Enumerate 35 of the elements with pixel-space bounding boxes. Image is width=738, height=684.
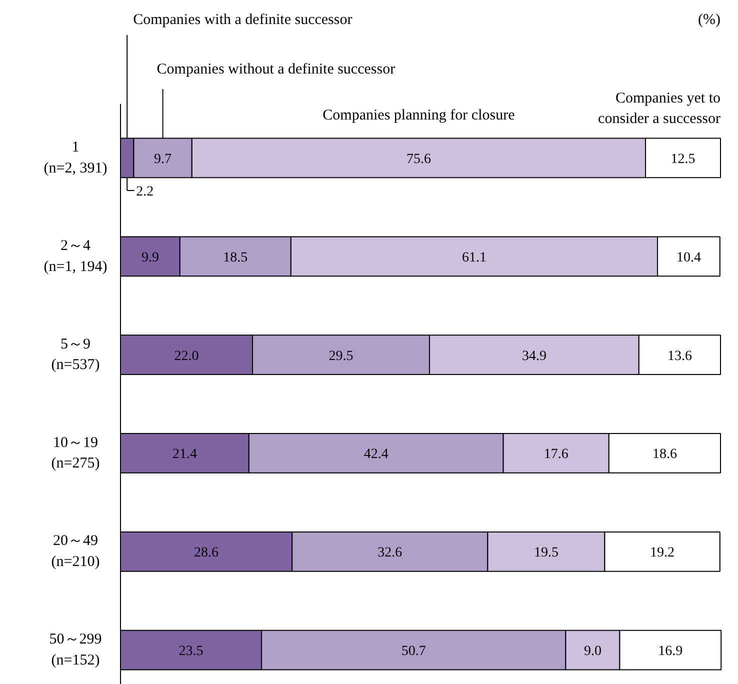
data-label: 19.5 — [534, 546, 558, 561]
data-label: 18.6 — [652, 447, 677, 462]
y-tick-label: 2～4 (n=1, 194) — [44, 238, 108, 275]
data-label: 16.9 — [658, 644, 683, 660]
data-label: 18.5 — [223, 250, 248, 266]
data-label: 12.5 — [670, 152, 696, 167]
data-label: 9.0 — [584, 644, 602, 660]
y-tick-label: 20～49 (n=210) — [51, 533, 100, 570]
data-label: 61.1 — [462, 250, 486, 266]
data-label: 19.2 — [650, 546, 675, 561]
data-label: 21.4 — [172, 447, 197, 462]
data-label: 34.9 — [522, 348, 546, 364]
data-label: 50.7 — [401, 644, 426, 660]
text: (%) — [698, 12, 721, 28]
data-label: 9.7 — [154, 152, 172, 167]
data-label: 22.0 — [174, 348, 199, 364]
text: Companies with a definite successor — [133, 12, 352, 28]
data-label: 32.6 — [378, 546, 402, 561]
data-label: 17.6 — [544, 447, 568, 462]
y-tick-label: 50～299 (n=152) — [49, 632, 102, 668]
data-label: 28.6 — [194, 546, 219, 561]
data-label: 10.4 — [676, 250, 701, 266]
y-tick-label: 10～19 (n=275) — [51, 434, 100, 472]
data-label: 29.5 — [328, 348, 354, 364]
data-label: 23.5 — [178, 644, 204, 660]
text: Companies without a definite successor — [156, 61, 396, 78]
y-tick-label: 5～9 (n=537) — [51, 336, 100, 374]
data-label: 13.6 — [667, 348, 692, 364]
y-tick-label: 1 (n=2, 391) — [44, 140, 108, 176]
data-label: 42.4 — [364, 447, 388, 462]
series-label: Companies planning for closure — [322, 108, 516, 124]
series-label: Companies yet to consider a successor — [598, 90, 721, 128]
data-label: 2.2 — [136, 184, 154, 200]
data-label: 9.9 — [141, 250, 159, 266]
data-label: 75.6 — [406, 152, 431, 167]
